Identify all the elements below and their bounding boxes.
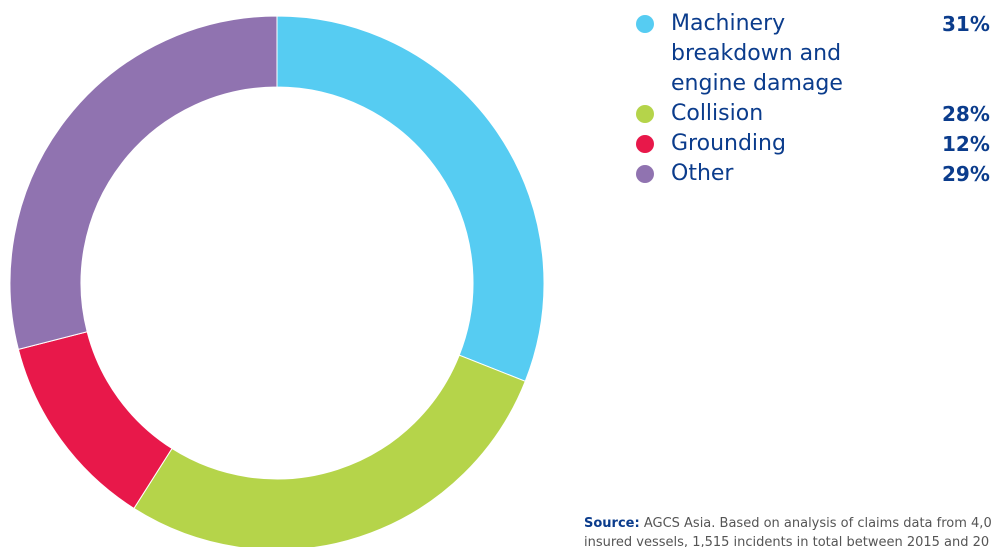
legend-item-grounding: Grounding 12% — [636, 129, 995, 159]
source-label: Source: — [584, 516, 640, 531]
donut-chart — [9, 15, 545, 547]
legend-label-collision: Collision — [671, 101, 764, 126]
source-text: AGCS Asia. Based on analysis of claims d… — [643, 516, 992, 531]
legend-swatch-collision — [636, 105, 654, 123]
legend-label-grounding: Grounding — [671, 131, 786, 156]
donut-slice-grounding — [17, 331, 173, 510]
legend-label-other: Other — [671, 161, 734, 186]
legend-label-machinery: Machinery breakdown and engine damage — [671, 11, 843, 96]
legend-swatch-other — [636, 165, 654, 183]
legend-swatch-machinery — [636, 15, 654, 33]
legend: Machinery breakdown and engine damage 31… — [636, 9, 995, 189]
legend-value-machinery: 31% — [942, 12, 990, 36]
donut-slice-collision — [133, 354, 526, 547]
legend-value-other: 29% — [942, 162, 990, 186]
source-text-line2: insured vessels, 1,515 incidents in tota… — [584, 535, 990, 547]
legend-item-machinery: Machinery breakdown and engine damage 31… — [636, 9, 995, 99]
legend-swatch-grounding — [636, 135, 654, 153]
legend-value-grounding: 12% — [942, 132, 990, 156]
donut-slice-machinery — [276, 15, 545, 382]
legend-item-collision: Collision 28% — [636, 99, 995, 129]
legend-item-other: Other 29% — [636, 159, 995, 189]
source-note: Source: AGCS Asia. Based on analysis of … — [584, 514, 995, 547]
donut-slice-other — [9, 15, 278, 351]
legend-value-collision: 28% — [942, 102, 990, 126]
